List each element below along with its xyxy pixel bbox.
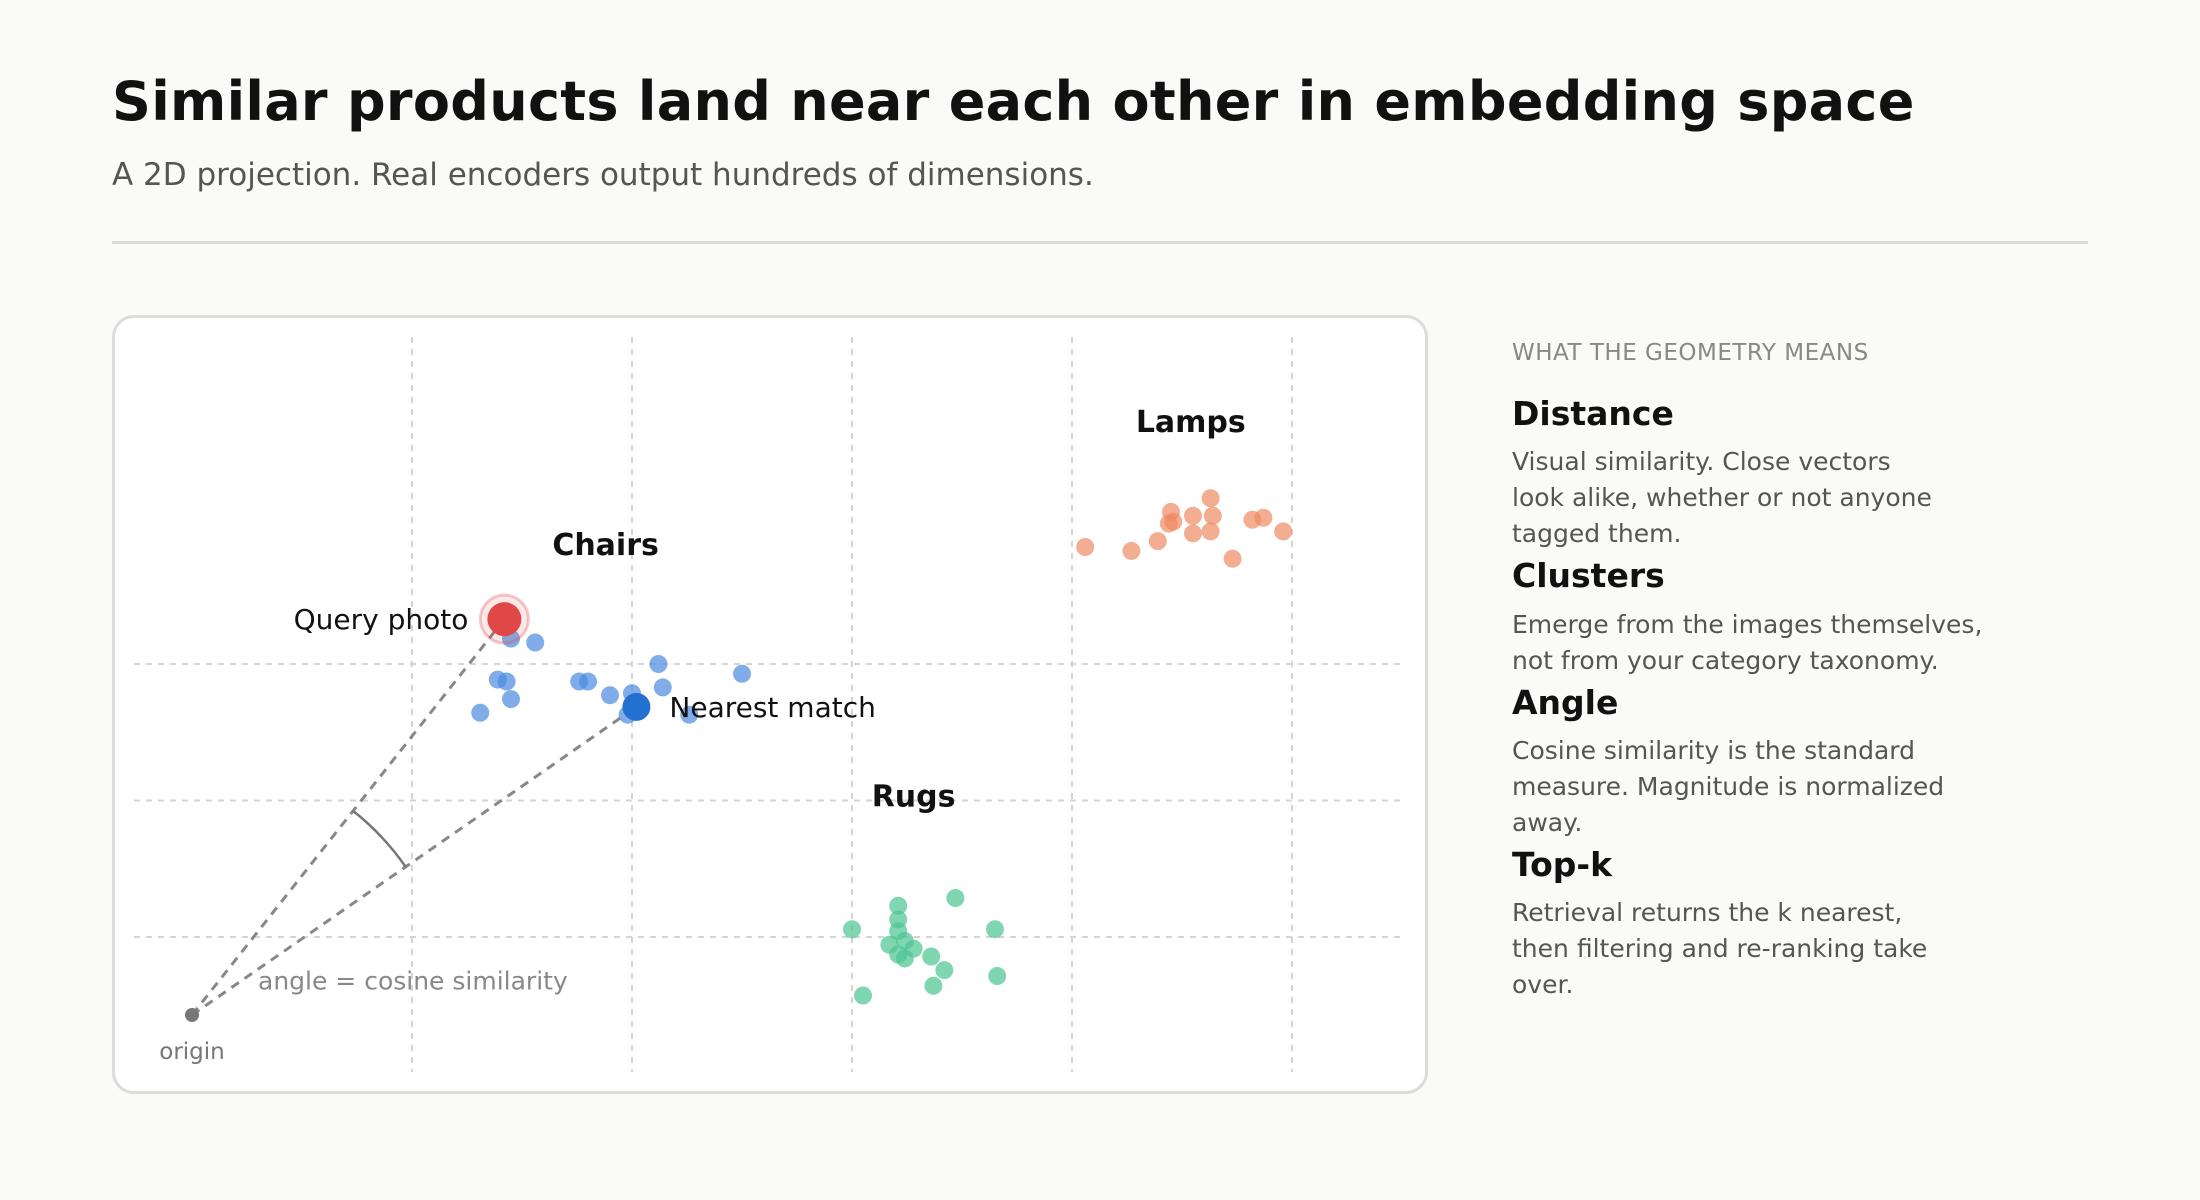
panel-item-title: Top-k	[1512, 844, 1613, 884]
query-point-label: Query photo	[294, 603, 469, 636]
panel-item-text-line: not from your category taxonomy.	[1512, 645, 1939, 675]
page-title: Similar products land near each other in…	[112, 70, 1915, 133]
panel-item-text-line: Cosine similarity is the standard	[1512, 735, 1915, 765]
panel-item-title: Angle	[1512, 682, 1619, 722]
panel-heading: WHAT THE GEOMETRY MEANS	[1512, 340, 1869, 366]
data-point-lamps	[1148, 532, 1167, 551]
data-point-chairs	[680, 705, 699, 724]
data-point-chairs	[502, 690, 520, 709]
data-point-chairs	[653, 678, 672, 697]
panel-item-text-line: tagged them.	[1512, 519, 1682, 549]
data-point-lamps	[1184, 524, 1202, 543]
origin-label: origin	[159, 1039, 225, 1065]
panel-item-text-line: away.	[1512, 807, 1583, 837]
data-point-rugs	[935, 961, 954, 980]
data-point-lamps	[1223, 549, 1242, 568]
cluster-label-rugs: Rugs	[872, 779, 956, 814]
data-point-rugs	[922, 947, 941, 966]
geometry-explainer-panel: WHAT THE GEOMETRY MEANS Distance Visual s…	[1512, 340, 2072, 1009]
panel-item: Distance Visual similarity. Close vectors…	[1512, 394, 2072, 552]
data-point-chairs	[733, 664, 751, 683]
nearest-match-label: Nearest match	[669, 691, 875, 724]
data-point-lamps	[1159, 514, 1178, 533]
panel-item-text-line: Visual similarity. Close vectors	[1512, 447, 1891, 477]
embedding-scatter-plot: Chairs Lamps Rugs Query photo Nearest match o…	[134, 337, 1406, 1072]
data-point-chairs	[601, 686, 619, 705]
panel-item: Top-k Retrieval returns the k nearest, the…	[1512, 844, 2072, 1003]
data-point-lamps	[1184, 506, 1202, 525]
angle-annotation: angle = cosine similarity	[258, 967, 568, 996]
embedding-plot-card	[112, 315, 1428, 1094]
data-point-rugs	[946, 889, 965, 907]
data-point-rugs	[895, 949, 914, 968]
panel-item-text: Emerge from the images themselves, not fr…	[1512, 607, 2072, 679]
panel-item-text-line: Retrieval returns the k nearest,	[1512, 898, 1903, 928]
panel-item-text-line: measure. Magnitude is normalized	[1512, 771, 1945, 801]
query-vector-line	[190, 618, 506, 1016]
cluster-label-lamps: Lamps	[1136, 405, 1246, 440]
data-point-rugs	[854, 986, 872, 1005]
data-point-chairs	[471, 703, 490, 722]
data-point-lamps	[1122, 541, 1141, 560]
data-point-rugs	[924, 976, 943, 995]
panel-item-title: Distance	[1512, 394, 1674, 433]
panel-item-text-line: over.	[1512, 970, 1574, 1000]
panel-item-text: Visual similarity. Close vectors look ali…	[1512, 444, 2072, 552]
panel-item-text-line: look alike, whether or not anyone	[1512, 483, 1932, 513]
data-point-chairs	[526, 633, 545, 652]
data-point-lamps	[1254, 508, 1273, 527]
data-point-rugs	[986, 920, 1004, 939]
panel-items: Distance Visual similarity. Close vectors…	[1512, 394, 2072, 1003]
data-point-chairs	[649, 655, 668, 673]
page-subtitle: A 2D projection. Real encoders output hu…	[112, 157, 1094, 193]
cluster-label-chairs: Chairs	[552, 528, 659, 563]
query-point	[487, 602, 522, 637]
data-point-lamps	[1274, 522, 1293, 541]
panel-item: Angle Cosine similarity is the standard me…	[1512, 682, 2072, 841]
header-divider	[112, 241, 2088, 244]
nearest-match-point	[622, 692, 651, 721]
panel-item-text-line: then filtering and re-ranking take	[1512, 934, 1928, 964]
panel-item-text-line: Emerge from the images themselves,	[1512, 609, 1983, 639]
panel-item-text: Retrieval returns the k nearest, then fil…	[1512, 895, 2072, 1003]
data-point-rugs	[889, 896, 908, 915]
panel-item: Clusters Emerge from the images themselve…	[1512, 556, 2072, 679]
data-point-chairs	[497, 672, 516, 691]
panel-item-title: Clusters	[1512, 556, 1665, 596]
panel-item-text: Cosine similarity is the standard measure…	[1512, 733, 2072, 841]
data-point-lamps	[1201, 489, 1220, 508]
data-point-rugs	[843, 920, 861, 939]
data-point-lamps	[1076, 538, 1095, 556]
origin-point	[185, 1008, 199, 1022]
data-point-chairs	[579, 672, 597, 691]
data-point-lamps	[1201, 522, 1220, 541]
angle-arc	[352, 809, 407, 868]
match-vector-line	[191, 705, 638, 1017]
data-point-rugs	[988, 967, 1007, 985]
data-point-lamps	[1203, 506, 1222, 525]
